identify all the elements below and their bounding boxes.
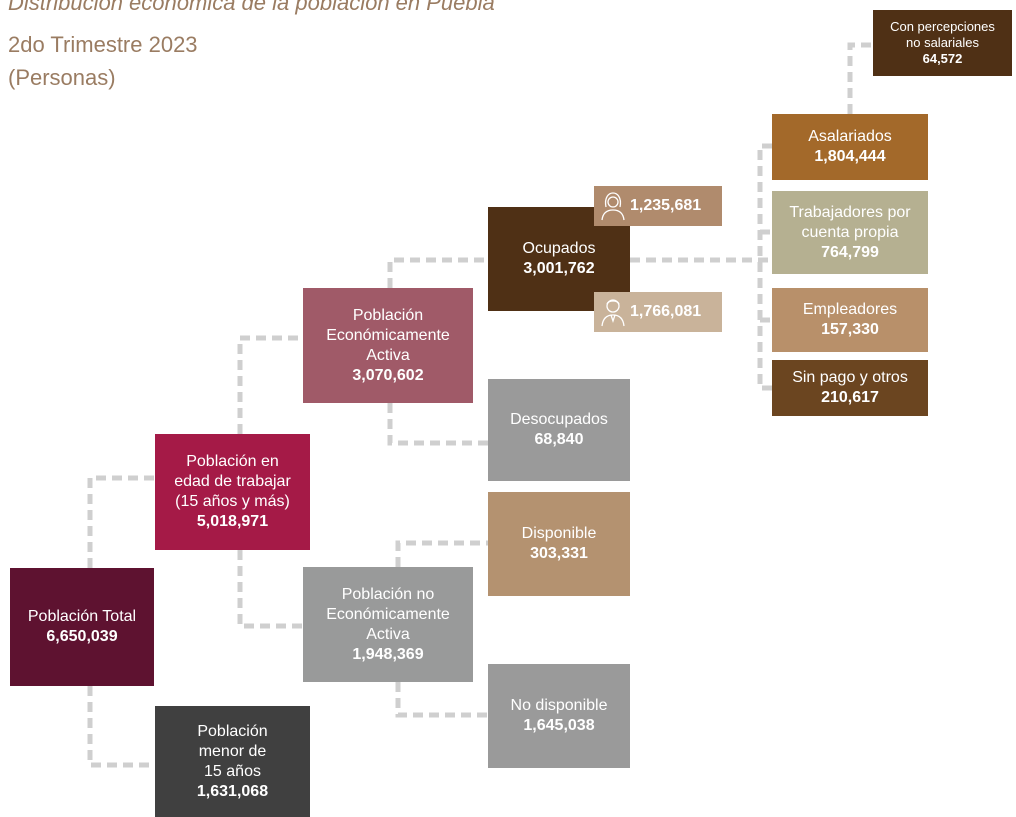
node-label: Disponible [521, 525, 597, 542]
node-value: 1,645,038 [523, 717, 595, 734]
node: Población no Económicamente Activa 1,948,36… [303, 567, 473, 682]
node-label: Económicamente [326, 326, 450, 344]
node-label: Con percepciones [890, 19, 995, 34]
connector [237, 335, 303, 434]
node-value: 3,070,602 [352, 366, 424, 384]
connector [387, 257, 488, 288]
node: Población menor de 15 años 1,631,068 [155, 706, 310, 817]
node-value: 6,650,039 [46, 628, 118, 645]
node: Población Económicamente Activa 3,070,602 [303, 288, 473, 403]
node: Trabajadores por cuenta propia 764,799 [772, 191, 928, 274]
badge: 1,235,681 [594, 186, 722, 226]
node-label: Población [352, 306, 424, 324]
node: Desocupados 68,840 [488, 379, 630, 481]
badge: 1,766,081 [594, 292, 722, 332]
connector [387, 403, 488, 446]
node-value: 68,840 [534, 431, 584, 448]
node: Sin pago y otros 210,617 [772, 360, 928, 416]
connector [87, 475, 155, 568]
node-value: 5,018,971 [196, 513, 269, 530]
node-value: 3,001,762 [523, 260, 595, 277]
node-value: 157,330 [821, 321, 879, 338]
node: Empleadores 157,330 [772, 288, 928, 352]
node-label: edad de trabajar [174, 473, 291, 490]
node-label: Población en [186, 453, 279, 470]
node-label: (15 años y más) [175, 493, 290, 510]
connector [757, 143, 772, 391]
node-label: cuenta propia [801, 223, 899, 241]
node: Asalariados 1,804,444 [772, 114, 928, 180]
node-label: menor de [198, 742, 267, 760]
node-label: Activa [366, 625, 410, 643]
badge-value: 1,766,081 [630, 303, 702, 320]
node: Población Total 6,650,039 [10, 568, 154, 686]
node-label: Activa [366, 346, 410, 364]
node-label: 15 años [204, 762, 261, 780]
node-value: 64,572 [922, 51, 963, 66]
node-label: Asalariados [808, 128, 892, 145]
node: Población en edad de trabajar (15 años y m… [155, 434, 310, 550]
connector [395, 682, 488, 718]
node-value: 303,331 [530, 545, 588, 562]
node-label: Económicamente [326, 605, 450, 623]
node-label: Población [197, 722, 268, 740]
person-icon [601, 299, 625, 327]
connector [847, 42, 873, 114]
unit: (Personas) [8, 65, 116, 90]
node-label: no salariales [906, 35, 979, 50]
node-label: Población no [341, 585, 435, 603]
title: Distribución económica de la población e… [8, 0, 495, 15]
node-label: Sin pago y otros [792, 369, 908, 386]
node-label: Trabajadores por [789, 203, 911, 221]
node-value: 1,631,068 [196, 782, 269, 800]
node-value: 1,948,369 [352, 645, 424, 663]
node-label: Empleadores [802, 301, 898, 318]
connector [395, 540, 488, 567]
connector [237, 550, 303, 629]
node-value: 210,617 [821, 389, 879, 406]
badge-value: 1,235,681 [630, 197, 702, 214]
node-label: Población Total [27, 608, 137, 625]
node-label: Ocupados [522, 240, 596, 257]
person-icon [601, 192, 625, 221]
subtitle: 2do Trimestre 2023 [8, 32, 198, 57]
connector [87, 686, 155, 768]
node: Disponible 303,331 [488, 492, 630, 596]
node: Con percepciones no salariales 64,572 [873, 10, 1012, 76]
node-value: 764,799 [821, 243, 879, 261]
node-value: 1,804,444 [814, 148, 886, 165]
node-label: No disponible [510, 697, 608, 714]
node-label: Desocupados [510, 411, 608, 428]
node: No disponible 1,645,038 [488, 664, 630, 768]
